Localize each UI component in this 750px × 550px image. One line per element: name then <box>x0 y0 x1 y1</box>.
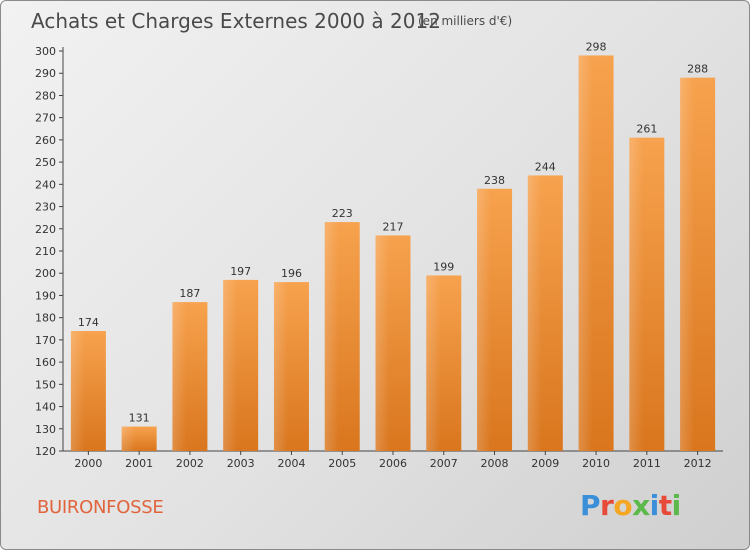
bar-value-label: 196 <box>281 267 302 280</box>
y-tick-label: 230 <box>35 201 56 214</box>
bar-highlight <box>680 77 695 452</box>
y-tick-label: 190 <box>35 289 56 302</box>
bar-highlight <box>426 275 441 451</box>
bar-highlight <box>527 175 542 451</box>
y-tick-label: 240 <box>35 178 56 191</box>
bar-value-label: 238 <box>484 174 505 187</box>
y-tick-label: 170 <box>35 334 56 347</box>
x-tick-label: 2010 <box>582 457 610 470</box>
x-tick-label: 2000 <box>74 457 102 470</box>
y-tick-label: 260 <box>35 134 56 147</box>
bar-value-label: 223 <box>332 207 353 220</box>
y-tick-label: 180 <box>35 312 56 325</box>
bar-highlight <box>172 302 187 451</box>
logo-letter: r <box>600 489 614 522</box>
y-tick-label: 160 <box>35 356 56 369</box>
logo-letter: i <box>649 489 660 522</box>
logo-letter: i <box>671 489 682 522</box>
bar-highlight <box>70 331 85 451</box>
y-tick-label: 200 <box>35 267 56 280</box>
x-tick-label: 2008 <box>481 457 509 470</box>
y-tick-label: 120 <box>35 445 56 458</box>
bar-highlight <box>629 137 644 451</box>
chart-title: Achats et Charges Externes 2000 à 2012 <box>31 9 441 33</box>
y-tick-label: 130 <box>35 423 56 436</box>
bar-highlight <box>375 235 390 451</box>
bar-value-label: 298 <box>586 40 607 53</box>
x-tick-label: 2002 <box>176 457 204 470</box>
bar-highlight <box>273 282 288 451</box>
y-tick-label: 270 <box>35 112 56 125</box>
bar-value-label: 131 <box>129 412 150 425</box>
x-tick-label: 2006 <box>379 457 407 470</box>
x-tick-label: 2001 <box>125 457 153 470</box>
y-tick-label: 300 <box>35 45 56 58</box>
bar-value-label: 174 <box>78 316 99 329</box>
y-tick-label: 210 <box>35 245 56 258</box>
y-tick-label: 150 <box>35 378 56 391</box>
y-tick-label: 140 <box>35 401 56 414</box>
logo-letter: o <box>613 489 633 522</box>
bar-value-label: 199 <box>433 260 454 273</box>
y-tick-label: 290 <box>35 67 56 80</box>
x-tick-label: 2009 <box>531 457 559 470</box>
y-tick-label: 250 <box>35 156 56 169</box>
bar-value-label: 244 <box>535 160 556 173</box>
x-tick-label: 2004 <box>277 457 305 470</box>
commune-name: BUIRONFOSSE <box>37 497 164 518</box>
bar-value-label: 288 <box>687 63 708 76</box>
bar-value-label: 217 <box>383 220 404 233</box>
logo-letter: t <box>658 489 672 522</box>
y-tick-label: 220 <box>35 223 56 236</box>
bar-highlight <box>477 188 492 451</box>
bar-highlight <box>121 426 136 451</box>
x-tick-label: 2003 <box>227 457 255 470</box>
x-tick-label: 2005 <box>328 457 356 470</box>
bar-value-label: 197 <box>230 265 251 278</box>
bar-highlight <box>324 222 339 451</box>
proxiti-logo[interactable]: Proxiti <box>580 489 681 522</box>
bar-value-label: 261 <box>636 123 657 136</box>
logo-letter: x <box>632 489 650 522</box>
y-tick-label: 280 <box>35 89 56 102</box>
logo-letter: P <box>580 489 601 522</box>
bar-highlight <box>578 55 593 451</box>
bar-value-label: 187 <box>179 287 200 300</box>
x-tick-label: 2007 <box>430 457 458 470</box>
bar-highlight <box>223 279 238 451</box>
x-tick-label: 2012 <box>684 457 712 470</box>
x-tick-label: 2011 <box>633 457 661 470</box>
chart-subtitle: (en milliers d'€) <box>418 14 513 28</box>
